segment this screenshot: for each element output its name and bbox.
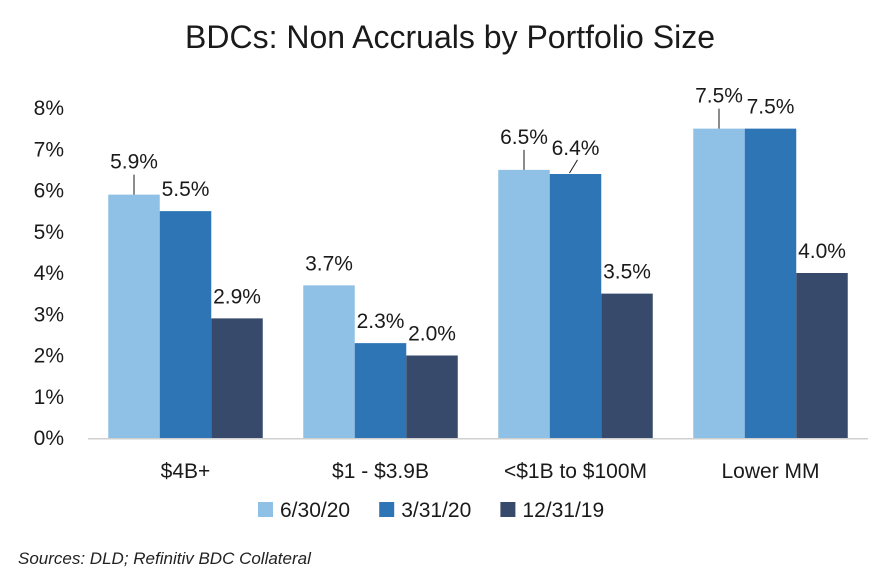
- bar-chart: BDCs: Non Accruals by Portfolio Size 0% 1…: [34, 19, 868, 522]
- y-tick-label: 3%: [34, 303, 64, 326]
- bar: [693, 128, 745, 438]
- data-label: 3.7%: [305, 252, 353, 275]
- y-tick-label: 8%: [34, 97, 64, 120]
- data-label: 7.5%: [695, 85, 743, 108]
- bar: [796, 273, 848, 438]
- y-tick-label: 4%: [34, 262, 64, 285]
- x-tick-label: <$1B to $100M: [504, 460, 647, 483]
- data-label: 6.4%: [552, 137, 600, 160]
- legend-swatch: [500, 502, 516, 517]
- legend: 6/30/20 3/31/20 12/31/19: [258, 499, 604, 522]
- bar: [211, 318, 263, 438]
- chart-title: BDCs: Non Accruals by Portfolio Size: [185, 19, 715, 55]
- y-tick-label: 5%: [34, 221, 64, 244]
- data-label: 5.5%: [162, 178, 210, 201]
- x-tick-label: $4B+: [161, 460, 211, 483]
- data-label: 5.9%: [110, 151, 158, 174]
- bar: [108, 194, 160, 438]
- x-tick-label: Lower MM: [721, 460, 819, 483]
- data-label: 2.9%: [213, 285, 261, 308]
- x-tick-label: $1 - $3.9B: [332, 460, 429, 483]
- y-tick-label: 1%: [34, 386, 64, 409]
- y-tick-label: 2%: [34, 345, 64, 368]
- bar: [406, 355, 458, 438]
- y-tick-label: 6%: [34, 180, 64, 203]
- y-axis-ticks: 0% 1% 2% 3% 4% 5% 6% 7% 8%: [34, 97, 64, 450]
- legend-label: 12/31/19: [522, 499, 604, 522]
- legend-swatch: [379, 502, 395, 517]
- legend-label: 6/30/20: [280, 499, 350, 522]
- data-labels: 5.9%5.5% 2.9% 3.7% 2.3%2.0% 6.5% 6.4% 3.5% 7.5%…: [110, 85, 846, 346]
- bar: [549, 174, 602, 438]
- data-label: 7.5%: [747, 96, 795, 119]
- data-label: 2.0%: [408, 323, 456, 346]
- y-tick-label: 7%: [34, 138, 64, 161]
- bar: [498, 169, 550, 438]
- source-note: Sources: DLD; Refinitiv BDC Collateral: [18, 549, 311, 568]
- y-tick-label: 0%: [34, 427, 64, 450]
- data-label: 2.3%: [357, 310, 405, 333]
- bar: [303, 285, 355, 438]
- x-axis-ticks: $4B+ $1 - $3.9B <$1B to $100M Lower MM: [161, 460, 820, 483]
- data-label: 3.5%: [603, 261, 651, 284]
- data-label: 4.0%: [798, 240, 846, 263]
- label-leader-line: [569, 159, 578, 174]
- bar: [601, 293, 653, 438]
- bars: [108, 128, 848, 438]
- bar: [354, 343, 407, 438]
- data-label: 6.5%: [500, 126, 548, 149]
- legend-label: 3/31/20: [401, 499, 471, 522]
- bar: [744, 128, 797, 438]
- legend-swatch: [258, 502, 273, 517]
- bar: [159, 211, 212, 438]
